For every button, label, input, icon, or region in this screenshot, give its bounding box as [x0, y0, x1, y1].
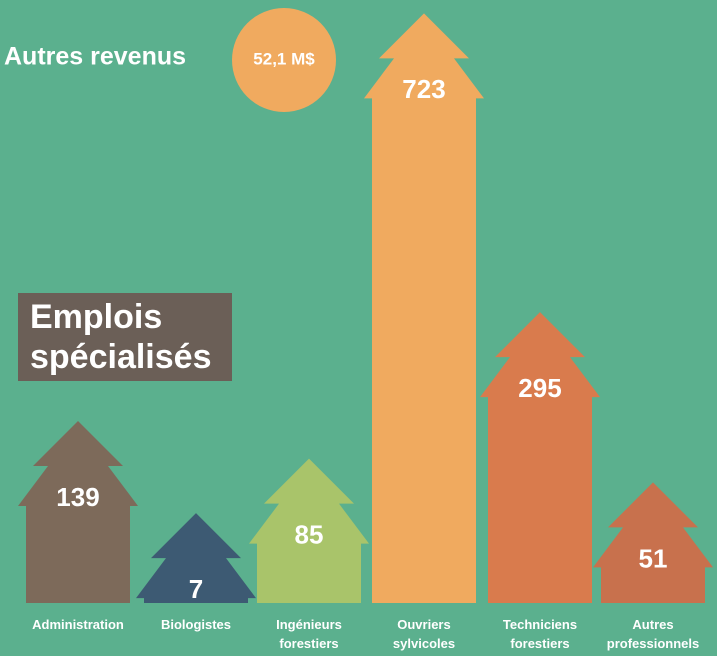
revenue-amount: 52,1 M$: [253, 49, 315, 68]
revenue-circle: [232, 8, 336, 112]
revenue-label: Autres revenus: [4, 43, 186, 71]
category-label: Ingénieurs forestiers: [276, 617, 342, 651]
value-label: 51: [639, 543, 668, 573]
value-label: 723: [402, 74, 445, 104]
category-label: Autres professionnels: [606, 617, 700, 651]
chart-title: Emplois spécialisés: [18, 293, 232, 381]
value-label: 139: [56, 482, 99, 512]
tree-bar: [480, 312, 600, 603]
tree-bar: [18, 420, 138, 603]
tree-bar: [593, 482, 713, 603]
value-label: 85: [295, 520, 324, 550]
tree-bar: [364, 13, 484, 603]
tree-bar: [249, 458, 369, 603]
category-label: Ouvriers sylvicoles: [392, 617, 456, 651]
category-label: Biologistes: [160, 617, 232, 632]
category-label: Techniciens forestiers: [502, 617, 578, 651]
category-label: Administration: [32, 617, 124, 632]
tree-bar: [136, 513, 256, 603]
value-label: 7: [189, 574, 203, 604]
value-label: 295: [518, 373, 561, 403]
